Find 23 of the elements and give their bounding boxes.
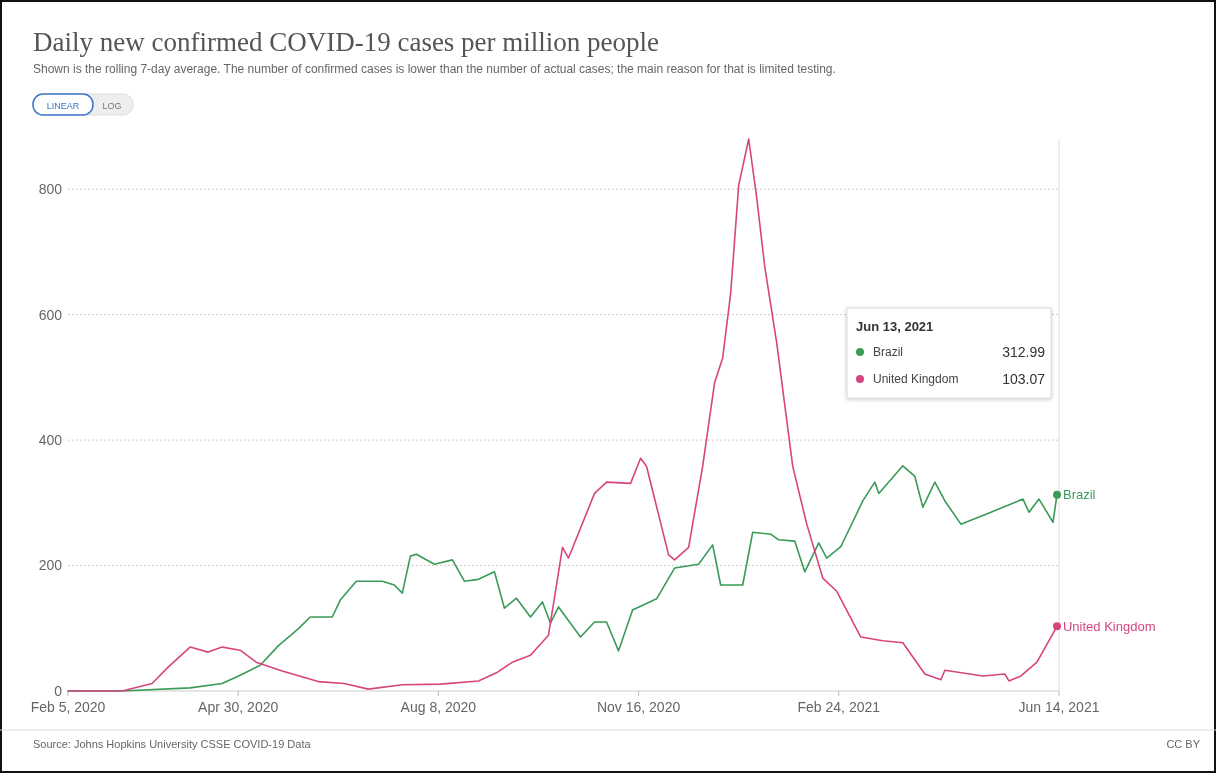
- scale-toggle: LINEAR LOG: [32, 93, 134, 116]
- text: United Kingdom: [1063, 618, 1156, 634]
- legend-label: United Kingdom: [873, 372, 959, 387]
- y-tick-label: 0: [54, 682, 63, 699]
- x-tick-label: Feb 5, 2020: [30, 699, 106, 715]
- x-tick-label: Aug 8, 2020: [400, 699, 477, 715]
- text: CC BY: [1166, 738, 1201, 750]
- y-tick-label: 600: [38, 306, 63, 323]
- x-tick-label: Nov 16, 2020: [596, 699, 681, 715]
- legend-label: Brazil: [873, 345, 904, 360]
- annotation: Jun 13, 2021: [856, 319, 934, 334]
- y-tick-label: 200: [38, 557, 63, 574]
- text: Brazil: [1063, 487, 1096, 503]
- x-tick-label: Feb 24, 2021: [797, 699, 881, 715]
- y-tick-label: 800: [38, 181, 63, 198]
- annotation: 312.99: [1002, 343, 1046, 360]
- x-tick-label: Jun 14, 2021: [1018, 699, 1100, 715]
- chart-title: Daily new confirmed COVID-19 cases per million people: [33, 27, 660, 57]
- chart-subtitle: Shown is the rolling 7-day average. The number of confirmed cases is lower than the number of actual cases; the main reason for that is limited testing.: [33, 62, 836, 76]
- source-note: Source: Johns Hopkins University CSSE COVID-19 Data: [33, 738, 312, 750]
- annotation: 103.07: [1002, 370, 1046, 387]
- x-tick-label: Apr 30, 2020: [198, 699, 279, 715]
- y-tick-label: 400: [38, 431, 63, 448]
